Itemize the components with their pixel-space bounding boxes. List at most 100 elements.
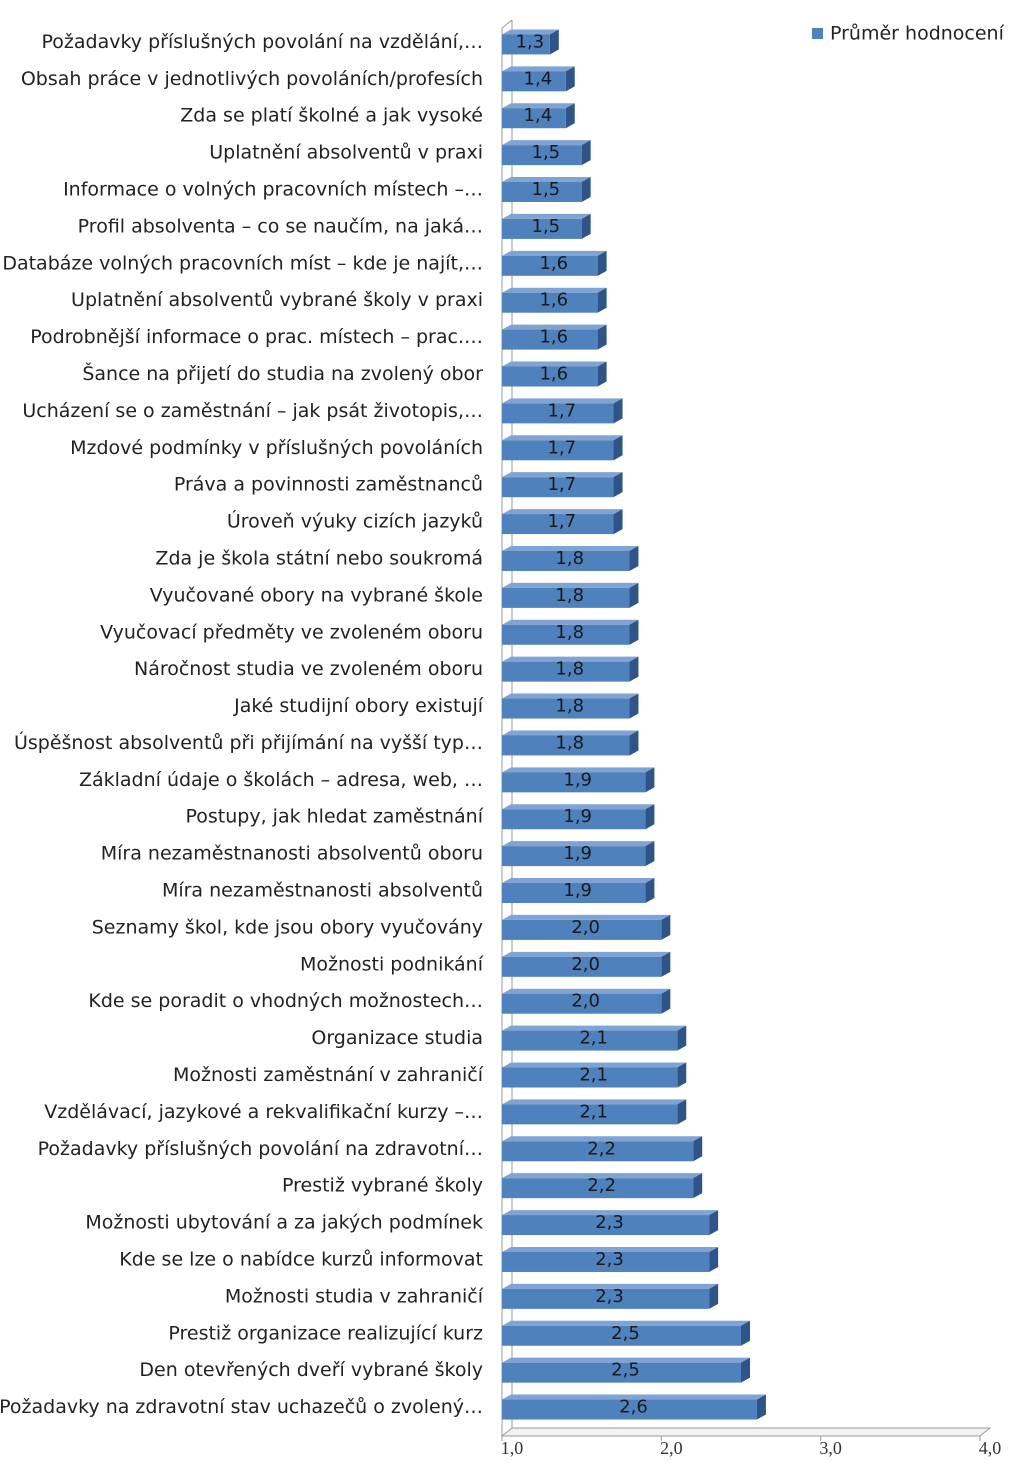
bar xyxy=(502,587,630,608)
value-label: 2,3 xyxy=(595,1212,624,1233)
bar xyxy=(502,919,662,940)
bar xyxy=(502,698,630,719)
bar-side xyxy=(581,177,591,203)
bar xyxy=(502,440,614,461)
value-label: 1,6 xyxy=(539,290,568,311)
bar-top xyxy=(502,1357,750,1363)
bar xyxy=(502,182,582,203)
value-label: 1,5 xyxy=(532,216,561,237)
bar-side xyxy=(709,1283,719,1309)
bar-side xyxy=(741,1357,750,1383)
value-label: 1,7 xyxy=(547,511,576,532)
category-label: Požadavky na zdravotní stav uchazečů o z… xyxy=(0,1396,483,1418)
category-label: Míra nezaměstnanosti absolventů oboru xyxy=(101,843,483,865)
value-label: 2,0 xyxy=(571,917,600,938)
bar-top xyxy=(502,177,591,183)
category-label: Základní údaje o školách – adresa, web, … xyxy=(79,769,483,791)
bar xyxy=(502,255,598,276)
value-label: 2,3 xyxy=(595,1286,624,1307)
bar-side xyxy=(597,324,607,350)
value-label: 1,8 xyxy=(555,732,584,753)
bar-side xyxy=(661,988,671,1014)
bar xyxy=(502,772,646,793)
bar-top xyxy=(502,287,607,293)
bar-side xyxy=(613,509,623,535)
value-label: 1,5 xyxy=(532,142,561,163)
legend-label: Průměr hodnocení xyxy=(830,23,1005,45)
category-label: Možnosti ubytování a za jakých podmínek xyxy=(85,1212,483,1234)
bar xyxy=(502,1288,710,1309)
bar xyxy=(502,735,630,756)
bar-side xyxy=(597,250,607,276)
value-label: 1,7 xyxy=(547,437,576,458)
bar-top xyxy=(502,988,671,994)
category-label: Vzdělávací, jazykové a rekvalifikační ku… xyxy=(44,1101,483,1123)
value-label: 1,8 xyxy=(555,585,584,606)
bar-top xyxy=(502,140,591,146)
value-label: 1,7 xyxy=(547,400,576,421)
bar-top xyxy=(502,1025,687,1031)
bar xyxy=(502,1362,741,1383)
bar-side xyxy=(565,66,575,92)
bar xyxy=(502,661,630,682)
bar xyxy=(502,292,598,313)
category-label: Podrobnější informace o prac. místech – … xyxy=(30,326,483,348)
bar xyxy=(502,218,582,239)
bar-top xyxy=(502,1173,703,1179)
bar xyxy=(502,71,566,92)
value-label: 1,3 xyxy=(516,31,545,52)
value-label: 2,3 xyxy=(595,1249,624,1270)
category-label: Šance na přijetí do studia na zvolený ob… xyxy=(82,361,483,385)
bar xyxy=(502,1067,678,1088)
value-label: 2,2 xyxy=(587,1175,616,1196)
bar xyxy=(502,1251,710,1272)
category-label: Uplatnění absolventů v praxi xyxy=(209,142,483,164)
x-tick-label: 2,0 xyxy=(660,1438,683,1458)
bar-side xyxy=(565,103,575,129)
value-label: 1,9 xyxy=(563,843,592,864)
value-label: 1,8 xyxy=(555,548,584,569)
bar-side xyxy=(661,951,671,977)
category-label: Uplatnění absolventů vybrané školy v pra… xyxy=(71,289,483,311)
category-label: Ucházení se o zaměstnání – jak psát živo… xyxy=(22,400,483,422)
category-label: Požadavky příslušných povolání na zdravo… xyxy=(38,1138,483,1160)
category-label: Zda se platí školné a jak vysoké xyxy=(180,105,483,127)
value-label: 1,5 xyxy=(532,179,561,200)
category-label: Kde se poradit o vhodných možnostech… xyxy=(88,990,483,1012)
bar-top xyxy=(502,398,623,404)
bar xyxy=(502,477,614,498)
value-label: 2,1 xyxy=(579,1028,608,1049)
category-label: Možnosti podnikání xyxy=(300,953,484,975)
bar-side xyxy=(597,361,607,387)
bar-side xyxy=(756,1394,766,1420)
category-label: Práva a povinnosti zaměstnanců xyxy=(174,474,483,496)
bar xyxy=(502,514,614,535)
bar-side xyxy=(661,914,671,940)
bar-side xyxy=(613,398,623,424)
bar-top xyxy=(502,1246,719,1252)
bar xyxy=(502,956,662,977)
bar-top xyxy=(502,509,623,515)
bar-top xyxy=(502,545,639,551)
legend-swatch xyxy=(812,28,823,39)
bar-top xyxy=(502,29,559,35)
category-label: Požadavky příslušných povolání na vzdělá… xyxy=(42,31,483,53)
bar-side xyxy=(645,878,655,904)
category-label: Náročnost studia ve zvoleném oboru xyxy=(134,658,483,680)
bar xyxy=(502,550,630,571)
bar-top xyxy=(502,693,639,699)
value-label: 1,4 xyxy=(524,68,553,89)
category-label: Postupy, jak hledat zaměstnání xyxy=(185,806,483,828)
category-label: Úspěšnost absolventů při přijímání na vy… xyxy=(14,730,483,754)
category-label: Prestiž organizace realizující kurz xyxy=(168,1322,483,1344)
bar-top xyxy=(502,213,591,219)
category-label: Seznamy škol, kde jsou obory vyučovány xyxy=(92,916,483,938)
bar-top xyxy=(502,1062,687,1068)
value-label: 1,8 xyxy=(555,659,584,680)
category-label: Prestiž vybrané školy xyxy=(282,1175,483,1197)
bar-side xyxy=(629,545,639,571)
category-label: Možnosti studia v zahraničí xyxy=(225,1285,484,1307)
value-label: 1,9 xyxy=(563,880,592,901)
bar xyxy=(502,624,630,645)
bar-side xyxy=(629,656,639,682)
